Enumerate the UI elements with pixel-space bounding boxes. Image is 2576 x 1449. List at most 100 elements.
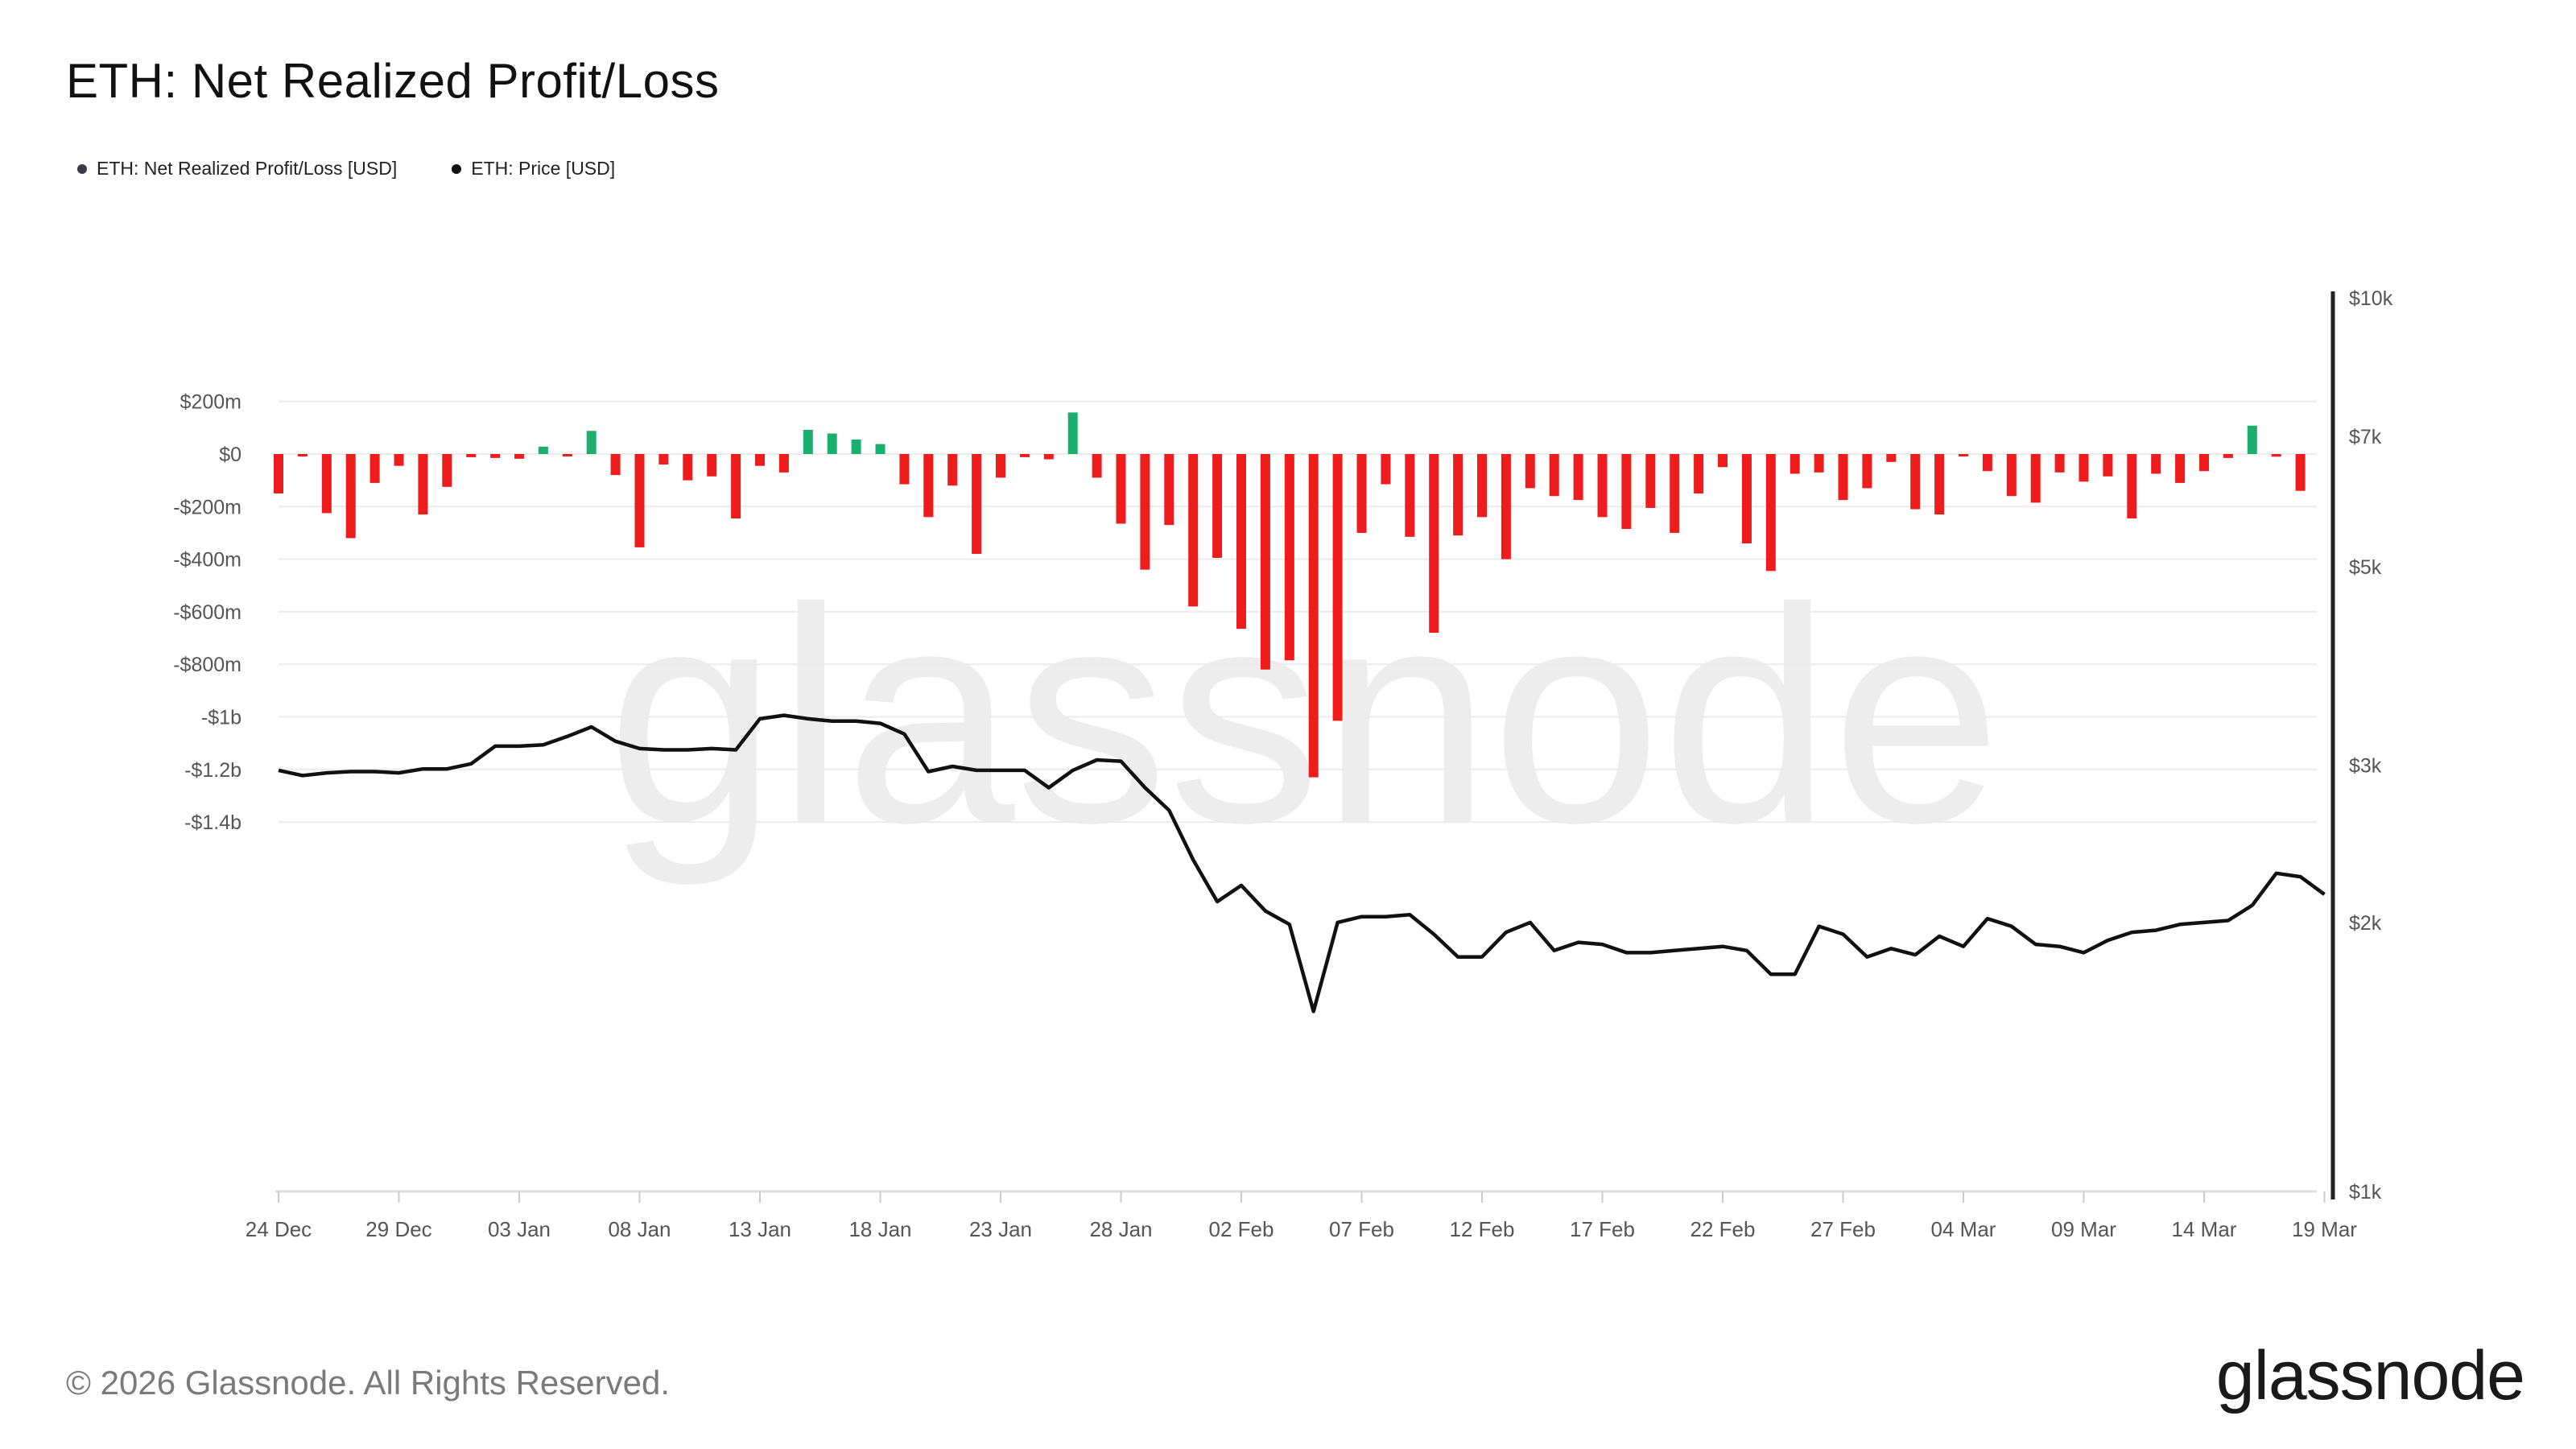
y2-tick-label: $3k	[2349, 754, 2382, 777]
y-tick-label: -$1.4b	[184, 811, 242, 834]
price-point	[2034, 943, 2037, 946]
price-point	[1745, 949, 1748, 952]
price-point	[879, 722, 882, 725]
price-point	[2251, 904, 2254, 907]
price-point	[2106, 939, 2109, 942]
price-point	[1143, 786, 1146, 790]
bar	[274, 454, 283, 493]
price-point	[1456, 956, 1459, 959]
price-point	[1962, 945, 1965, 948]
bar	[2006, 454, 2017, 497]
bar	[2223, 454, 2233, 458]
price-point	[1794, 972, 1797, 976]
y-tick-label: -$1b	[201, 707, 242, 729]
x-tick-label: 02 Feb	[1209, 1217, 1274, 1241]
bar	[418, 454, 428, 515]
x-tick-label: 18 Jan	[848, 1217, 911, 1241]
x-tick-label: 29 Dec	[365, 1217, 431, 1241]
price-point	[710, 747, 713, 750]
bar	[466, 454, 477, 457]
bar	[514, 454, 524, 459]
price-point	[1216, 900, 1219, 903]
bar	[1838, 454, 1848, 501]
price-point	[2154, 929, 2157, 932]
bar	[562, 454, 572, 456]
price-point	[1721, 945, 1724, 948]
bar	[851, 440, 861, 454]
price-point	[1842, 933, 1845, 936]
y-tick-label: $200m	[180, 391, 242, 414]
x-tick-label: 23 Jan	[969, 1217, 1032, 1241]
price-point	[2130, 931, 2133, 934]
x-tick-label: 14 Mar	[2172, 1217, 2237, 1241]
bar	[1645, 454, 1656, 508]
axes-layer: $200m $0 -$200m -$400m -$600m -$800m -$1b -$1.2…	[173, 287, 2392, 1241]
bar	[1284, 454, 1294, 661]
price-point	[1240, 884, 1243, 887]
bar	[996, 454, 1005, 478]
bar	[442, 454, 452, 487]
bar	[658, 454, 669, 465]
price-point	[1167, 809, 1170, 812]
legend-item-net-realized[interactable]: ETH: Net Realized Profit/Loss [USD]	[77, 158, 397, 180]
y-tick-label: -$800m	[173, 654, 242, 676]
x-tick-label: 13 Jan	[729, 1217, 791, 1241]
price-point	[1336, 921, 1340, 924]
legend-item-price[interactable]: ETH: Price [USD]	[452, 158, 615, 180]
price-point	[1264, 910, 1267, 913]
price-point	[1023, 769, 1026, 772]
x-tick-label: 08 Jan	[608, 1217, 671, 1241]
price-point	[421, 767, 424, 770]
bar	[1356, 454, 1367, 533]
x-tick-label: 04 Mar	[1931, 1217, 1996, 1241]
price-point	[469, 762, 473, 766]
bar	[2175, 454, 2186, 483]
price-point	[1889, 947, 1893, 950]
bar	[1164, 454, 1174, 526]
brand-logo[interactable]: glassnode	[2215, 1337, 2525, 1414]
price-point	[1288, 923, 1291, 926]
x-tick-label: 12 Feb	[1450, 1217, 1515, 1241]
legend: ETH: Net Realized Profit/Loss [USD] ETH:…	[77, 158, 615, 180]
price-point	[1986, 917, 1989, 920]
bar	[827, 433, 837, 454]
price-point	[1480, 956, 1484, 959]
bar	[1525, 454, 1535, 489]
price-point	[2323, 893, 2326, 896]
price-point	[1769, 972, 1773, 976]
price-point	[1047, 786, 1051, 790]
price-point	[590, 725, 593, 729]
page-title: ETH: Net Realized Profit/Loss	[66, 54, 720, 108]
bar	[875, 444, 886, 454]
bar	[345, 454, 356, 539]
bar	[1260, 454, 1270, 670]
price-point	[614, 740, 617, 743]
price-point	[734, 748, 737, 751]
bar	[778, 454, 789, 473]
bar	[1959, 454, 1968, 456]
price-point	[2178, 923, 2182, 926]
x-tick-label: 22 Feb	[1690, 1217, 1756, 1241]
bar	[731, 454, 741, 518]
price-point	[518, 745, 521, 748]
bar	[1477, 454, 1487, 518]
bar	[1597, 454, 1608, 518]
price-point	[1071, 769, 1075, 772]
bar	[2247, 425, 2257, 454]
bar	[1429, 454, 1439, 634]
bar	[2295, 454, 2306, 491]
price-point	[1673, 949, 1676, 952]
price-point	[374, 770, 377, 773]
bar	[369, 454, 380, 483]
bar	[1549, 454, 1559, 497]
bar	[1092, 454, 1102, 478]
bar	[1670, 454, 1680, 533]
bar	[394, 454, 404, 466]
bar	[297, 454, 308, 456]
price-point	[638, 747, 642, 750]
bar	[1573, 454, 1583, 501]
bar	[1790, 454, 1800, 474]
price-point	[782, 714, 786, 717]
bar	[2079, 454, 2089, 482]
price-point	[951, 765, 954, 768]
